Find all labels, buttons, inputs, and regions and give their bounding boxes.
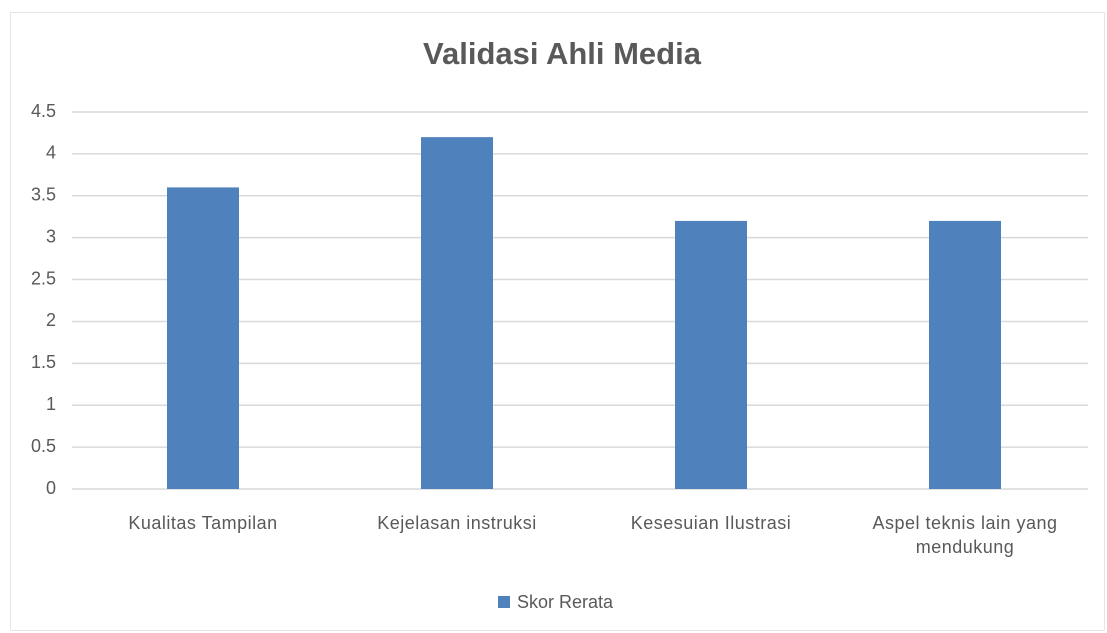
bar [675,220,747,489]
bar [167,187,239,489]
chart-title: Validasi Ahli Media [423,36,702,71]
y-tick-label: 1 [46,394,56,414]
y-tick-label: 1.5 [31,352,56,372]
x-tick-label: Aspel teknis lain yang mendukung [872,513,1058,557]
x-tick-label: Kualitas Tampilan [128,513,278,533]
y-tick-label: 0 [46,478,56,498]
chart-frame [10,12,1105,631]
y-tick-label: 3 [46,226,56,246]
y-tick-label: 2.5 [31,268,56,288]
x-tick-label: Kesesuian Ilustrasi [630,513,792,533]
y-tick-label: 4 [46,143,56,163]
legend-swatch [498,596,510,608]
x-tick-label: Kejelasan instruksi [377,513,537,533]
legend-label: Skor Rerata [517,592,614,612]
y-tick-label: 3.5 [31,185,56,205]
bar [421,137,493,489]
bar [929,220,1001,489]
y-tick-label: 2 [46,310,56,330]
y-tick-label: 0.5 [31,436,56,456]
y-tick-label: 4.5 [31,101,56,121]
